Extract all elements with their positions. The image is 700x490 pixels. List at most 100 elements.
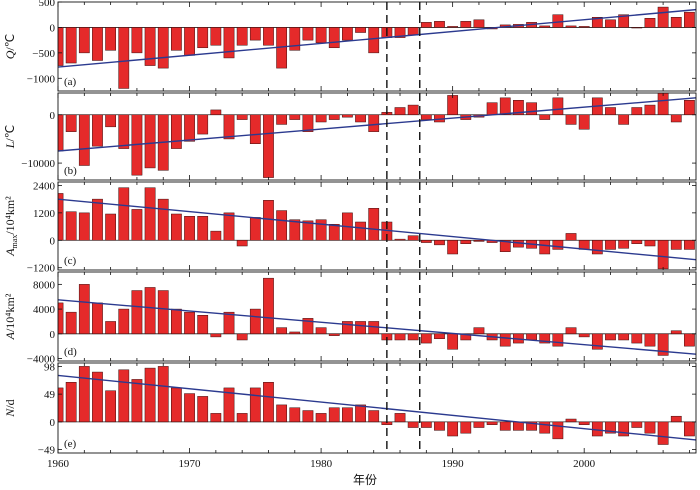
bar-1972 <box>210 230 222 241</box>
x-tick-label: 1960 <box>47 458 70 470</box>
bar-1962 <box>78 366 90 423</box>
bar-1976 <box>263 277 274 335</box>
panel-frame <box>57 271 697 362</box>
bar-1962 <box>78 114 90 166</box>
bar-2006 <box>657 6 669 28</box>
bar-1967 <box>144 27 156 66</box>
panel-1: 500 0 −500 −1000 (a) Q/℃ <box>3 0 697 92</box>
bar-2007 <box>670 240 682 250</box>
bar-1995 <box>513 100 524 115</box>
bar-1962 <box>78 212 90 241</box>
bar-1990 <box>447 421 459 437</box>
bar-1999 <box>565 233 577 241</box>
y-tick-label: 8000 <box>33 279 56 291</box>
y-tick-label: 0 <box>50 329 56 341</box>
bar-1996 <box>526 421 537 431</box>
bar-1967 <box>144 187 156 241</box>
bar-2002 <box>605 421 616 434</box>
bar-1999 <box>565 327 577 335</box>
panel-label: (b) <box>64 165 77 177</box>
bar-1975 <box>249 217 261 241</box>
y-tick-label: 0 <box>50 110 56 122</box>
bar-1969 <box>171 308 182 335</box>
y-axis-title: L/℃ <box>3 125 17 150</box>
plot-area <box>58 363 696 453</box>
x-axis-title: 年份 <box>353 473 377 487</box>
bar-1974 <box>236 27 248 46</box>
bar-1965 <box>118 114 130 149</box>
bar-1960 <box>58 302 64 335</box>
bar-1963 <box>92 302 103 335</box>
bar-1963 <box>92 27 103 61</box>
bar-1962 <box>78 27 90 54</box>
bar-1994 <box>499 421 511 431</box>
bar-1997 <box>539 114 551 120</box>
y-axis-title: A/10⁴km² <box>3 293 17 340</box>
bar-1992 <box>473 327 485 335</box>
bar-1967 <box>144 367 156 423</box>
trend-line <box>58 299 696 355</box>
bar-1969 <box>171 387 182 423</box>
bar-1998 <box>552 421 564 440</box>
plot-area <box>58 272 696 361</box>
bar-1975 <box>249 27 261 41</box>
bar-1988 <box>420 22 432 28</box>
bar-1966 <box>131 209 143 241</box>
bar-2003 <box>618 14 630 28</box>
bar-1999 <box>565 418 577 423</box>
bar-1961 <box>65 114 77 132</box>
bar-1983 <box>355 321 366 335</box>
bar-1988 <box>420 114 432 120</box>
bar-1986 <box>394 333 406 341</box>
panel-3: 2400 1200 0 −1200 (c) Amax/10⁴km² <box>3 180 697 275</box>
bar-1968 <box>157 27 169 69</box>
bar-2004 <box>631 107 643 115</box>
bar-1961 <box>65 211 77 241</box>
bar-1969 <box>171 213 182 241</box>
trend-line <box>58 198 696 261</box>
bar-1989 <box>434 21 445 28</box>
bar-1994 <box>499 240 511 252</box>
bar-1997 <box>539 25 551 28</box>
bar-1986 <box>394 413 406 423</box>
bar-2008 <box>684 240 695 250</box>
bar-2000 <box>578 421 590 425</box>
bar-1964 <box>105 321 116 335</box>
plot-area <box>58 182 696 270</box>
bar-1967 <box>144 287 156 335</box>
y-axis-title: Q/℃ <box>3 34 17 59</box>
panel-label: (a) <box>64 76 77 88</box>
bar-1983 <box>355 27 366 33</box>
bar-2005 <box>644 240 656 247</box>
y-tick-label: 4000 <box>33 304 56 316</box>
panel-label: (c) <box>64 255 77 267</box>
bar-1995 <box>513 421 524 431</box>
bar-1973 <box>223 311 235 335</box>
bar-1991 <box>460 333 472 341</box>
bar-1977 <box>276 327 288 335</box>
y-tick-label: 1200 <box>33 208 56 220</box>
bar-1988 <box>420 333 432 344</box>
bar-1974 <box>236 114 248 120</box>
bar-1972 <box>210 413 222 423</box>
bar-1989 <box>434 333 445 339</box>
bar-1975 <box>249 387 261 423</box>
x-tick-label: 2000 <box>573 458 596 470</box>
bar-1978 <box>289 27 301 51</box>
bar-1974 <box>236 333 248 341</box>
bar-2005 <box>644 18 656 28</box>
bar-2005 <box>644 421 656 434</box>
bar-2004 <box>631 27 643 29</box>
bar-1988 <box>420 421 432 428</box>
bar-2003 <box>618 333 630 341</box>
bar-1978 <box>289 219 301 241</box>
bar-1972 <box>210 27 222 46</box>
bar-1997 <box>539 333 551 344</box>
bar-1979 <box>302 220 314 241</box>
bar-2002 <box>605 240 616 250</box>
bar-1980 <box>315 27 327 43</box>
bar-1964 <box>105 27 116 51</box>
bar-1997 <box>539 421 551 434</box>
y-axis-title: N/d <box>3 399 17 417</box>
